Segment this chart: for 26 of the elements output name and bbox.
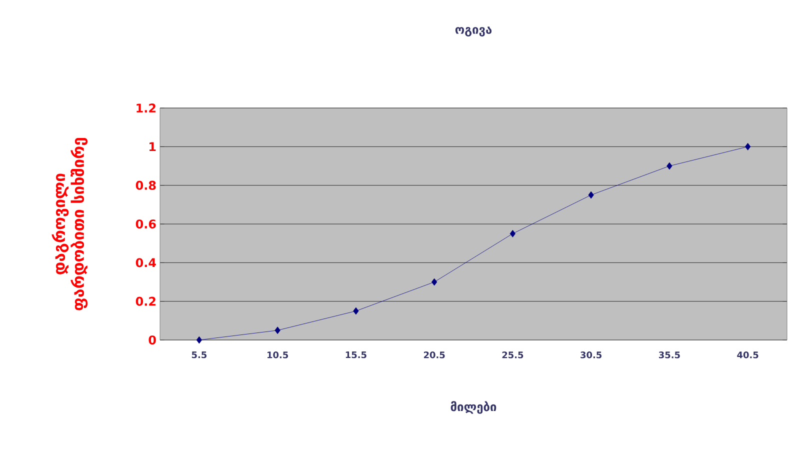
x-tick-label: 30.5 [580,352,602,358]
y-tick-label: 0.6 [136,219,156,229]
point [745,142,751,150]
point [432,278,438,286]
x-axis-title: მილები [450,401,496,414]
y-tick-label: 0 [148,335,156,345]
point [510,230,516,238]
x-tick-label: 35.5 [658,352,680,358]
point [274,326,280,334]
y-tick-label: 0.2 [136,296,156,306]
y-axis-title: დაგროვილი ფარდობითი სიხშირე [52,138,88,310]
x-tick-label: 20.5 [424,352,445,358]
point [196,336,202,344]
x-tick-label: 15.5 [346,352,366,358]
x-tick-label: 10.5 [268,352,288,358]
x-tick-label: 25.5 [502,352,524,358]
chart-title: ოგივა [455,26,492,36]
x-tick-label: 5.5 [192,352,207,358]
y-tick-label: 0.8 [136,180,156,190]
y-tick-label: 1 [150,142,156,152]
x-tick-label: 40.5 [737,352,758,358]
point [666,162,672,170]
point [588,191,594,199]
y-tick-label: 1.2 [136,104,156,112]
point [353,307,359,315]
y-tick-label: 0.4 [136,258,156,268]
